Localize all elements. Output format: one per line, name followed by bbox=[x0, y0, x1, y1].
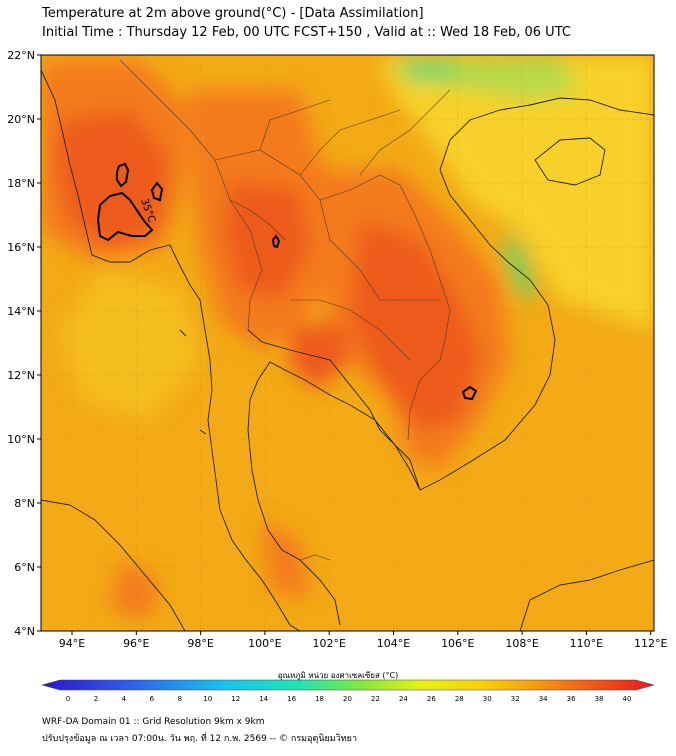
country-borders bbox=[119, 59, 451, 561]
colorbar-tick-label: 26 bbox=[427, 695, 436, 703]
colorbar-tick-label: 4 bbox=[122, 695, 127, 703]
colorbar-tick-label: 6 bbox=[150, 695, 155, 703]
colorbar-tick-label: 22 bbox=[371, 695, 380, 703]
colorbar-tick-label: 18 bbox=[315, 695, 324, 703]
footer-model-info: WRF-DA Domain 01 :: Grid Resolution 9km … bbox=[42, 717, 265, 727]
lat-label: 12°N bbox=[7, 369, 35, 382]
lat-label: 4°N bbox=[14, 625, 35, 638]
lon-label: 108°E bbox=[505, 637, 538, 650]
colorbar-tick-label: 28 bbox=[455, 695, 464, 703]
colorbar-tick-label: 20 bbox=[343, 695, 352, 703]
map-frame bbox=[40, 54, 655, 632]
colorbar-tick-label: 0 bbox=[66, 695, 70, 703]
lat-label: 16°N bbox=[7, 241, 35, 254]
lon-label: 112°E bbox=[634, 637, 667, 650]
colorbar: 0 2 4 6 8 10 12 14 16 18 20 22 24 26 28 30 32 34 36 38 40 bbox=[41, 679, 655, 703]
colorbar-tick-label: 12 bbox=[231, 695, 240, 703]
lat-label: 22°N bbox=[7, 49, 35, 62]
coastlines bbox=[41, 69, 654, 631]
temperature-shading bbox=[41, 55, 654, 620]
lat-label: 18°N bbox=[7, 177, 35, 190]
colorbar-tick-label: 30 bbox=[483, 695, 492, 703]
colorbar-gradient bbox=[41, 679, 655, 691]
lon-label: 104°E bbox=[377, 637, 410, 650]
lat-label: 20°N bbox=[7, 113, 35, 126]
colorbar-tick-label: 14 bbox=[259, 695, 268, 703]
colorbar-tick-label: 34 bbox=[539, 695, 548, 703]
latitude-labels: 22°N 20°N 18°N 16°N 14°N 12°N 10°N 8°N 6°N 4°N bbox=[7, 49, 41, 638]
lon-label: 106°E bbox=[441, 637, 474, 650]
colorbar-title: อุณหภูมิ หน่วย องศาเซลเซียส (°C) bbox=[277, 671, 399, 680]
colorbar-ticks: 0 2 4 6 8 10 12 14 16 18 20 22 24 26 28 30 32 34 36 38 40 bbox=[66, 695, 632, 703]
lat-label: 6°N bbox=[14, 561, 35, 574]
lat-label: 8°N bbox=[14, 497, 35, 510]
colorbar-tick-label: 24 bbox=[399, 695, 408, 703]
colorbar-tick-label: 8 bbox=[178, 695, 182, 703]
colorbar-tick-label: 2 bbox=[94, 695, 98, 703]
lon-label: 94°E bbox=[59, 637, 85, 650]
lat-label: 14°N bbox=[7, 305, 35, 318]
colorbar-tick-label: 38 bbox=[595, 695, 604, 703]
contour-35c bbox=[96, 162, 478, 401]
colorbar-tick-label: 16 bbox=[287, 695, 296, 703]
lon-label: 110°E bbox=[570, 637, 603, 650]
colorbar-tick-label: 32 bbox=[511, 695, 520, 703]
map-title: Temperature at 2m above ground(°C) - [Da… bbox=[42, 6, 424, 21]
lat-label: 10°N bbox=[7, 433, 35, 446]
lon-label: 100°E bbox=[248, 637, 281, 650]
colorbar-tick-label: 40 bbox=[623, 695, 632, 703]
colorbar-tick-label: 36 bbox=[567, 695, 576, 703]
colorbar-tick-label: 10 bbox=[203, 695, 212, 703]
footer-update-info: ปรับปรุงข้อมูล ณ เวลา 07:00น. วัน พฤ. ที… bbox=[42, 734, 358, 744]
lon-label: 98°E bbox=[187, 637, 213, 650]
lon-label: 96°E bbox=[123, 637, 149, 650]
lon-label: 102°E bbox=[312, 637, 345, 650]
longitude-labels: 94°E 96°E 98°E 100°E 102°E 104°E 106°E 108°E 110… bbox=[59, 631, 667, 650]
map-subtitle: Initial Time : Thursday 12 Feb, 00 UTC F… bbox=[42, 25, 571, 40]
